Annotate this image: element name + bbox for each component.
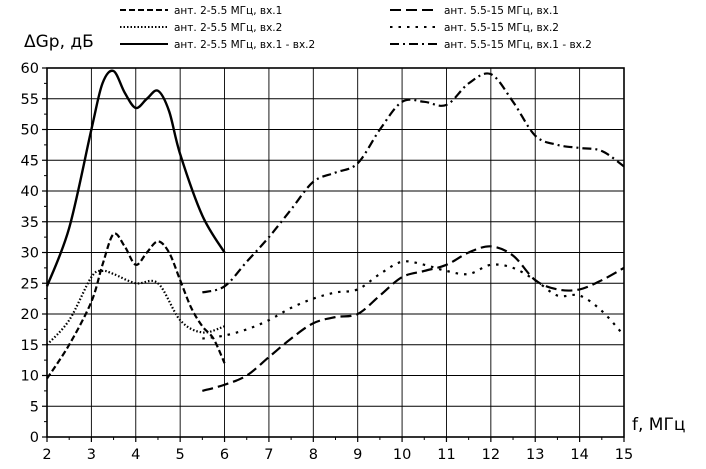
grid — [46, 67, 625, 438]
x-tick-label: 10 — [393, 447, 411, 463]
legend-label-5: ант. 5.5-15 МГц, вх.2 — [444, 22, 559, 34]
y-tick-label: 20 — [21, 307, 39, 323]
series-line-2 — [46, 269, 225, 346]
y-tick-label: 55 — [21, 92, 39, 108]
x-tick-label: 4 — [131, 447, 140, 463]
y-tick-label: 45 — [21, 153, 39, 169]
legend-label-4: ант. 5.5-15 МГц, вх.1 — [444, 5, 559, 17]
legend-label-6: ант. 5.5-15 МГц, вх.1 - вх.2 — [444, 39, 592, 51]
series-line-3 — [45, 69, 226, 287]
series-lines — [45, 69, 625, 392]
x-tick-label: 12 — [482, 447, 500, 463]
x-tick-label: 7 — [264, 447, 273, 463]
y-tick-label: 15 — [21, 338, 39, 354]
x-tick-label: 2 — [42, 447, 51, 463]
y-tick-label: 60 — [21, 61, 39, 77]
y-tick-label: 35 — [21, 215, 39, 231]
y-tick-label: 30 — [21, 246, 39, 262]
y-tick-label: 5 — [30, 399, 39, 415]
y-tick-label: 50 — [21, 123, 39, 139]
series-line-1 — [46, 232, 226, 380]
y-tick-label: 10 — [21, 369, 39, 385]
y-axis-label: ΔGp, дБ — [24, 32, 94, 52]
legend-label-1: ант. 2-5.5 МГц, вх.1 — [174, 5, 282, 17]
series-line-4 — [202, 245, 625, 392]
legend: ант. 2-5.5 МГц, вх.1 ант. 2-5.5 МГц, вх.2… — [120, 5, 592, 51]
x-tick-label: 14 — [570, 447, 588, 463]
x-tick-label: 11 — [437, 447, 455, 463]
x-tick-label: 13 — [526, 447, 544, 463]
y-tick-label: 25 — [21, 276, 39, 292]
y-tick-label: 40 — [21, 184, 39, 200]
tick-labels: 2 3 4 5 6 7 8 9 10 11 12 13 14 1505101520253035404550… — [21, 61, 634, 463]
x-axis-label: f, МГц — [632, 415, 685, 435]
axis-ticks — [42, 67, 625, 442]
legend-label-3: ант. 2-5.5 МГц, вх.1 - вх.2 — [174, 39, 315, 51]
legend-label-2: ант. 2-5.5 МГц, вх.2 — [174, 22, 282, 34]
x-tick-label: 6 — [220, 447, 229, 463]
series-line-6 — [202, 72, 625, 294]
x-tick-label: 5 — [176, 447, 185, 463]
y-tick-label: 0 — [30, 430, 39, 446]
x-tick-label: 9 — [353, 447, 362, 463]
x-tick-label: 3 — [87, 447, 96, 463]
x-tick-label: 8 — [309, 447, 318, 463]
x-tick-label: 15 — [615, 447, 633, 463]
